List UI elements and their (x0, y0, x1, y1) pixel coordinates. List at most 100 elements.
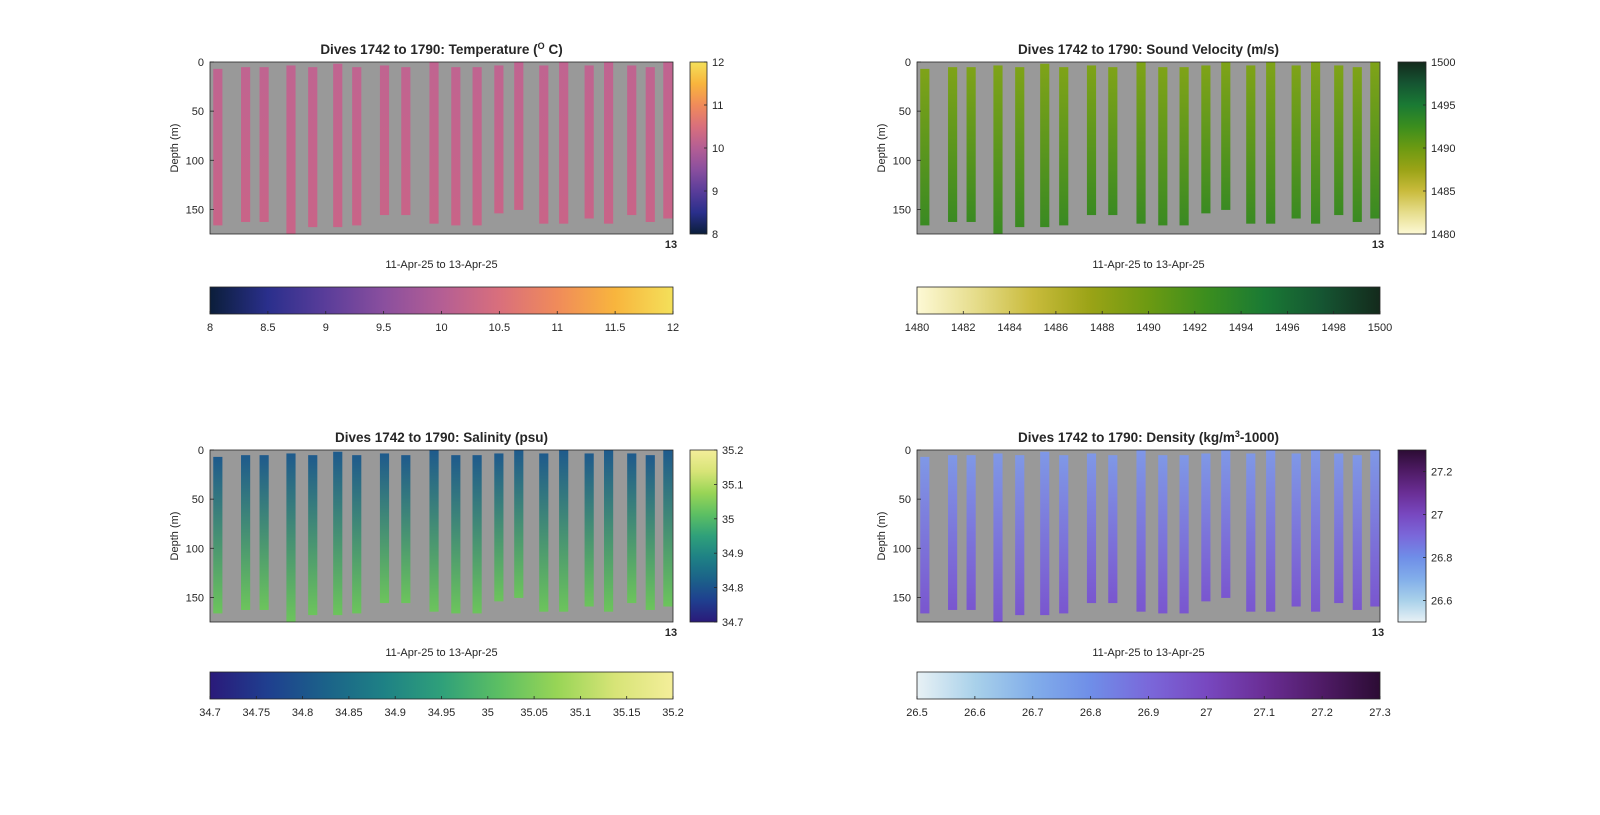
dive-profile-16 (559, 62, 569, 224)
colorbar-right (689, 449, 718, 623)
chart-panel-3: 0 50 100 150 13 Dives 1742 to 1790: Salinity … (169, 430, 743, 719)
colorbar-right-tick-label: 35.2 (722, 445, 743, 457)
dive-profile-9 (401, 455, 411, 604)
dive-profile-5 (1015, 455, 1025, 616)
colorbar-bottom-tick-label: 27.3 (1369, 707, 1390, 719)
y-tick-label: 100 (186, 543, 204, 555)
colorbar-bottom (209, 671, 674, 700)
colorbar-bottom-tick-label: 27.1 (1254, 707, 1275, 719)
dive-profile-11 (1158, 67, 1168, 226)
axes-frame (209, 449, 674, 623)
colorbar-bottom-tick-label: 1498 (1321, 322, 1345, 334)
colorbar-bottom-tick-label: 34.7 (199, 707, 220, 719)
dive-profile-18 (604, 62, 614, 224)
colorbar-right-tick-label: 1485 (1431, 186, 1455, 198)
colorbar-bottom-tick-label: 1484 (997, 322, 1021, 334)
dive-profile-8 (1086, 453, 1097, 604)
axes-frame (916, 449, 1381, 623)
y-tick-label: 0 (905, 57, 911, 69)
dive-profile-3 (259, 455, 269, 610)
dive-profile-3 (966, 455, 976, 610)
y-tick-label: 100 (893, 155, 911, 167)
y-tick-label: 0 (198, 445, 204, 457)
dive-profile-2 (948, 67, 958, 222)
colorbar-bottom-tick-label: 9.5 (376, 322, 391, 334)
x-axis-label: 11-Apr-25 to 13-Apr-25 (385, 259, 497, 271)
x-axis-label: 11-Apr-25 to 13-Apr-25 (385, 647, 497, 659)
dive-profile-20 (1352, 67, 1362, 222)
colorbar-bottom-tick-label: 1500 (1368, 322, 1392, 334)
dive-profile-4 (993, 65, 1003, 234)
colorbar-right (1397, 61, 1427, 235)
colorbar-bottom-tick-label: 9 (323, 322, 329, 334)
dive-profile-11 (451, 455, 461, 614)
colorbar-right-tick-label: 27 (1431, 510, 1443, 522)
axes-frame (209, 61, 674, 235)
dive-profile-21 (663, 450, 673, 607)
colorbar-bottom-tick-label: 26.7 (1022, 707, 1043, 719)
dive-profile-1 (920, 68, 930, 226)
colorbar-bottom-tick-label: 34.75 (243, 707, 271, 719)
dive-profile-4 (286, 453, 296, 622)
dive-profile-6 (333, 451, 343, 616)
y-tick-label: 100 (186, 155, 204, 167)
x-axis-label: 11-Apr-25 to 13-Apr-25 (1092, 647, 1204, 659)
colorbar-bottom-tick-label: 12 (667, 322, 679, 334)
chart-panel-4: 0 50 100 150 13 Dives 1742 to 1790: Density (… (876, 429, 1452, 719)
dive-profile-8 (379, 65, 390, 216)
dive-profile-9 (401, 67, 411, 216)
colorbar-right-tick-label: 1495 (1431, 100, 1455, 112)
chart-title: Dives 1742 to 1790: Density (kg/m3-1000) (1018, 429, 1279, 445)
colorbar-right-tick-label: 34.8 (722, 583, 743, 595)
colorbar-bottom-tick-label: 34.95 (428, 707, 456, 719)
dive-profile-8 (379, 453, 390, 604)
dive-profile-5 (1015, 67, 1025, 228)
colorbar-right-tick-label: 35.1 (722, 479, 743, 491)
colorbar-bottom-tick-label: 34.8 (292, 707, 313, 719)
y-tick-label: 150 (186, 204, 204, 216)
dive-profile-11 (1158, 455, 1168, 614)
colorbar-bottom-tick-label: 1480 (905, 322, 929, 334)
colorbar-bottom (916, 286, 1381, 315)
colorbar-right-tick-label: 8 (712, 229, 718, 241)
dive-profile-13 (1201, 453, 1211, 602)
y-tick-label: 0 (905, 445, 911, 457)
dive-profile-3 (966, 67, 976, 222)
colorbar-bottom-tick-label: 8.5 (260, 322, 275, 334)
y-tick-label: 50 (899, 494, 911, 506)
y-tick-label: 50 (192, 494, 204, 506)
dive-profile-2 (241, 67, 251, 222)
colorbar-bottom-tick-label: 1496 (1275, 322, 1299, 334)
x-tick-label: 13 (665, 239, 677, 251)
dive-profile-20 (1352, 455, 1362, 610)
x-tick-label: 13 (665, 627, 677, 639)
colorbar-bottom-tick-label: 26.5 (906, 707, 927, 719)
dive-profile-2 (241, 455, 251, 610)
colorbar-right-tick-label: 35 (722, 514, 734, 526)
colorbar-right-tick-label: 1490 (1431, 143, 1455, 155)
colorbar-right-tick-label: 27.2 (1431, 467, 1452, 479)
axes-frame (916, 61, 1381, 235)
colorbar-right-tick-label: 9 (712, 186, 718, 198)
colorbar-bottom-tick-label: 10 (435, 322, 447, 334)
dive-profile-8 (1086, 65, 1097, 216)
dive-profile-20 (645, 67, 655, 222)
colorbar-bottom (209, 286, 674, 315)
dive-profile-3 (259, 67, 269, 222)
dive-profile-19 (1334, 65, 1344, 216)
dive-profile-16 (1266, 62, 1276, 224)
colorbar-bottom-tick-label: 26.8 (1080, 707, 1101, 719)
dive-profile-12 (472, 455, 482, 614)
dive-profile-10 (1136, 450, 1146, 612)
dive-profile-12 (1179, 67, 1189, 226)
plot-area (917, 62, 1380, 234)
colorbar-right (1397, 449, 1427, 623)
dive-profile-6 (333, 63, 343, 228)
colorbar-right-tick-label: 26.8 (1431, 553, 1452, 565)
y-tick-label: 50 (192, 106, 204, 118)
dive-profile-7 (352, 67, 362, 226)
dive-profile-6 (1040, 451, 1050, 616)
chart-panel-1: 0 50 100 150 13 Dives 1742 to 1790: Temperatu… (169, 41, 724, 334)
x-tick-label: 13 (1372, 239, 1384, 251)
colorbar-bottom-tick-label: 1486 (1044, 322, 1068, 334)
